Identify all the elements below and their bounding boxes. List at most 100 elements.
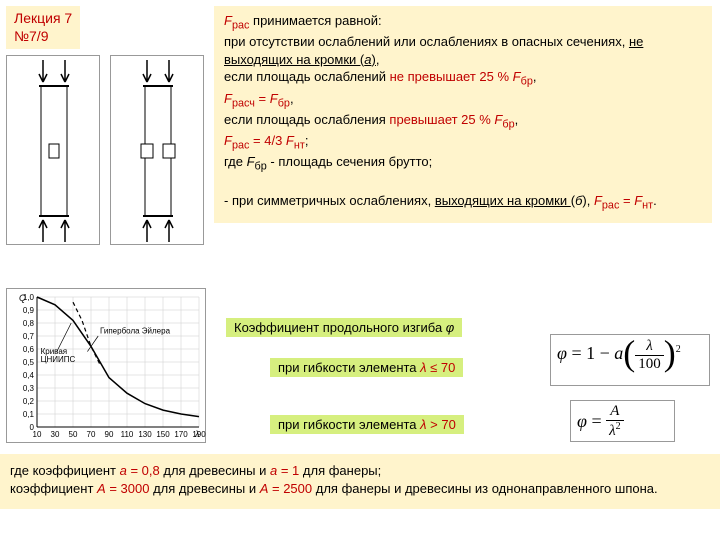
t: = xyxy=(255,91,270,106)
svg-text:150: 150 xyxy=(156,430,170,439)
t: λ xyxy=(420,417,430,432)
svg-text:0,1: 0,1 xyxy=(23,410,35,419)
t: F xyxy=(286,133,294,148)
t: для древесины и xyxy=(163,463,270,478)
t: ; xyxy=(305,133,309,148)
t: a xyxy=(614,343,623,363)
svg-text:0,6: 0,6 xyxy=(23,345,35,354)
svg-text:0,4: 0,4 xyxy=(23,371,35,380)
t: 2 xyxy=(616,421,621,432)
equation-2: φ = Aλ2 xyxy=(570,400,675,442)
t: А xyxy=(97,481,106,496)
svg-text:Гипербола Эйлера: Гипербола Эйлера xyxy=(100,326,171,335)
t: = 0,8 xyxy=(127,463,164,478)
t: = 1 xyxy=(277,463,303,478)
t: ≤ 70 xyxy=(430,360,455,375)
t: не превышает 25 % xyxy=(390,69,513,84)
t: = 3000 xyxy=(106,481,153,496)
svg-text:90: 90 xyxy=(105,430,114,439)
t: бр xyxy=(278,97,290,109)
svg-text:110: 110 xyxy=(121,430,134,439)
t: при гибкости элемента xyxy=(278,417,420,432)
t: φ xyxy=(446,320,454,335)
t: рас xyxy=(602,199,619,211)
t: F xyxy=(224,133,232,148)
t: λ xyxy=(635,338,664,356)
phi-title: Коэффициент продольного изгиба φ xyxy=(226,318,462,337)
t: F xyxy=(513,69,521,84)
t: λ xyxy=(420,360,430,375)
t: ), xyxy=(582,193,594,208)
svg-text:50: 50 xyxy=(69,430,78,439)
t: бр xyxy=(502,118,514,130)
t: = xyxy=(587,411,606,431)
t: φ xyxy=(577,411,587,431)
svg-text:Q: Q xyxy=(19,293,26,303)
svg-text:130: 130 xyxy=(138,430,152,439)
t: F xyxy=(247,154,255,169)
t: F xyxy=(270,91,278,106)
svg-text:70: 70 xyxy=(87,430,96,439)
svg-text:ЦНИИПС: ЦНИИПС xyxy=(41,355,76,364)
figure-b xyxy=(110,55,204,245)
t: нт xyxy=(294,140,305,152)
t: , xyxy=(290,91,294,106)
svg-text:λ: λ xyxy=(194,429,199,439)
t: 100 xyxy=(635,356,664,373)
figure-a xyxy=(6,55,100,245)
t: для фанеры и древесины из однонаправленн… xyxy=(316,481,658,496)
main-text: Fрас принимается равной: при отсутствии … xyxy=(214,6,712,223)
svg-text:0,7: 0,7 xyxy=(23,332,35,341)
lecture-line1: Лекция 7 xyxy=(14,10,72,26)
svg-text:0,3: 0,3 xyxy=(23,384,35,393)
t: нт xyxy=(642,199,653,211)
t: рас xyxy=(232,20,249,32)
svg-text:0,9: 0,9 xyxy=(23,306,35,315)
condition-1: при гибкости элемента λ ≤ 70 xyxy=(270,358,463,377)
t: - площадь сечения брутто; xyxy=(267,154,432,169)
svg-text:0,8: 0,8 xyxy=(23,319,35,328)
t: Коэффициент продольного изгиба xyxy=(234,320,446,335)
t: φ xyxy=(557,343,567,363)
t: ), xyxy=(371,52,379,67)
t: F xyxy=(224,13,232,28)
t: F xyxy=(224,91,232,106)
svg-text:10: 10 xyxy=(33,430,42,439)
svg-text:170: 170 xyxy=(174,430,188,439)
t: бр xyxy=(255,161,267,173)
t: расч xyxy=(232,97,255,109)
t: где xyxy=(224,154,247,169)
t: для фанеры; xyxy=(303,463,381,478)
t: коэффициент xyxy=(10,481,97,496)
t: F xyxy=(634,193,642,208)
svg-text:0,5: 0,5 xyxy=(23,358,35,367)
t: если площадь ослабления xyxy=(224,112,389,127)
t: = xyxy=(619,193,634,208)
t: а xyxy=(120,463,127,478)
t: для древесины и xyxy=(153,481,260,496)
t: = 1 − xyxy=(567,343,614,363)
t: если площадь ослаблений xyxy=(224,69,390,84)
condition-2: при гибкости элемента λ > 70 xyxy=(270,415,464,434)
t: выходящих на кромки xyxy=(435,193,571,208)
t: , xyxy=(515,112,519,127)
t: = 4/3 xyxy=(249,133,286,148)
t: при отсутствии ослаблений или ослабления… xyxy=(224,34,629,49)
t: F xyxy=(594,193,602,208)
t: при гибкости элемента xyxy=(278,360,420,375)
lecture-badge: Лекция 7 №7/9 xyxy=(6,6,80,49)
chart-phi: 00,10,20,30,40,50,60,70,80,91,0103050709… xyxy=(6,288,206,443)
t: рас xyxy=(232,140,249,152)
bottom-note: где коэффициент а = 0,8 для древесины и … xyxy=(0,454,720,509)
t: A xyxy=(606,403,624,421)
lecture-line2: №7/9 xyxy=(14,28,48,44)
equation-1: φ = 1 − a(λ100)2 xyxy=(550,334,710,386)
t: 2 xyxy=(676,344,681,355)
t: где коэффициент xyxy=(10,463,120,478)
t: превышает 25 % xyxy=(389,112,494,127)
t: = 2500 xyxy=(268,481,315,496)
svg-text:0,2: 0,2 xyxy=(23,397,35,406)
svg-text:30: 30 xyxy=(51,430,60,439)
t: . xyxy=(653,193,657,208)
t: , xyxy=(533,69,537,84)
